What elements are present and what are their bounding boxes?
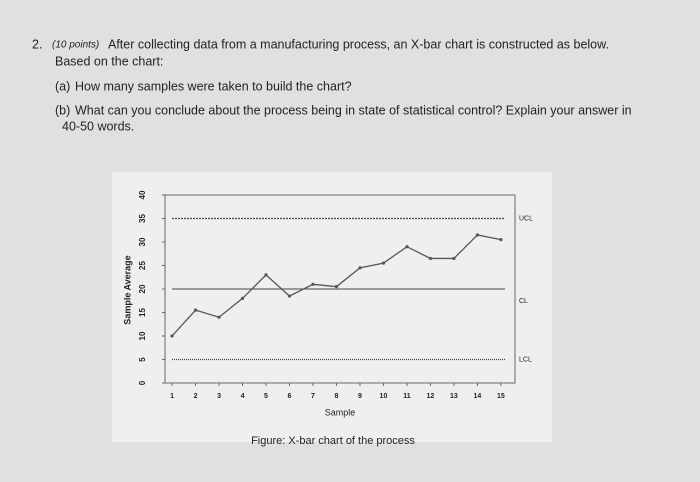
data-point — [311, 282, 315, 286]
data-point — [334, 285, 339, 289]
control-limit-label: LCL — [519, 356, 532, 363]
x-tick-label: 8 — [335, 393, 339, 400]
question-text: After collecting data from a manufacturi… — [108, 37, 609, 51]
y-tick-label: 15 — [138, 308, 147, 317]
data-point — [170, 334, 174, 338]
part-text: 40-50 words. — [62, 119, 134, 133]
data-point — [240, 296, 245, 300]
part-text: How many samples were taken to build the… — [75, 79, 352, 93]
question-number: 2. — [32, 37, 42, 51]
y-tick-label: 20 — [138, 284, 147, 293]
y-tick-label: 30 — [138, 237, 147, 246]
data-point — [287, 294, 292, 298]
x-tick-label: 4 — [241, 393, 245, 400]
y-tick-label: 0 — [138, 380, 147, 385]
x-tick-label: 5 — [264, 393, 268, 400]
y-axis-label: Sample Average — [122, 255, 132, 324]
question-text: Based on the chart: — [55, 54, 163, 68]
x-tick-label: 6 — [288, 393, 292, 400]
x-tick-label: 3 — [217, 393, 221, 400]
data-point — [428, 256, 433, 261]
data-point — [358, 266, 362, 270]
x-tick-label: 15 — [497, 393, 505, 400]
x-tick-label: 2 — [194, 393, 198, 400]
part-label: (b) — [55, 103, 70, 117]
x-tick-label: 14 — [474, 393, 482, 400]
question-points: (10 points) — [52, 40, 99, 51]
x-axis-label: Sample — [325, 407, 356, 417]
data-point — [264, 273, 268, 277]
y-tick-label: 5 — [138, 357, 147, 362]
control-limit-label: UCL — [519, 215, 533, 222]
data-point — [452, 256, 456, 261]
y-tick-label: 25 — [138, 261, 147, 270]
data-point — [381, 261, 386, 265]
data-point — [217, 315, 221, 319]
x-tick-label: 11 — [403, 393, 411, 400]
y-tick-label: 40 — [138, 190, 147, 199]
x-tick-label: 10 — [380, 393, 388, 400]
y-tick-label: 35 — [138, 214, 147, 223]
x-tick-label: 9 — [358, 393, 362, 400]
x-tick-label: 1 — [170, 393, 174, 400]
data-point — [405, 245, 409, 249]
x-tick-label: 13 — [450, 393, 458, 400]
y-tick-label: 10 — [138, 331, 147, 340]
control-limit-label: CL — [519, 298, 528, 305]
x-tick-label: 12 — [427, 393, 435, 400]
data-point — [193, 308, 198, 312]
data-point — [475, 233, 480, 237]
data-point — [499, 238, 503, 242]
part-label: (a) — [55, 79, 70, 93]
x-tick-label: 7 — [311, 393, 315, 400]
chart-backdrop — [112, 172, 552, 442]
caption: Figure: X-bar chart of the process — [251, 435, 415, 447]
part-text: What can you conclude about the process … — [75, 103, 632, 117]
